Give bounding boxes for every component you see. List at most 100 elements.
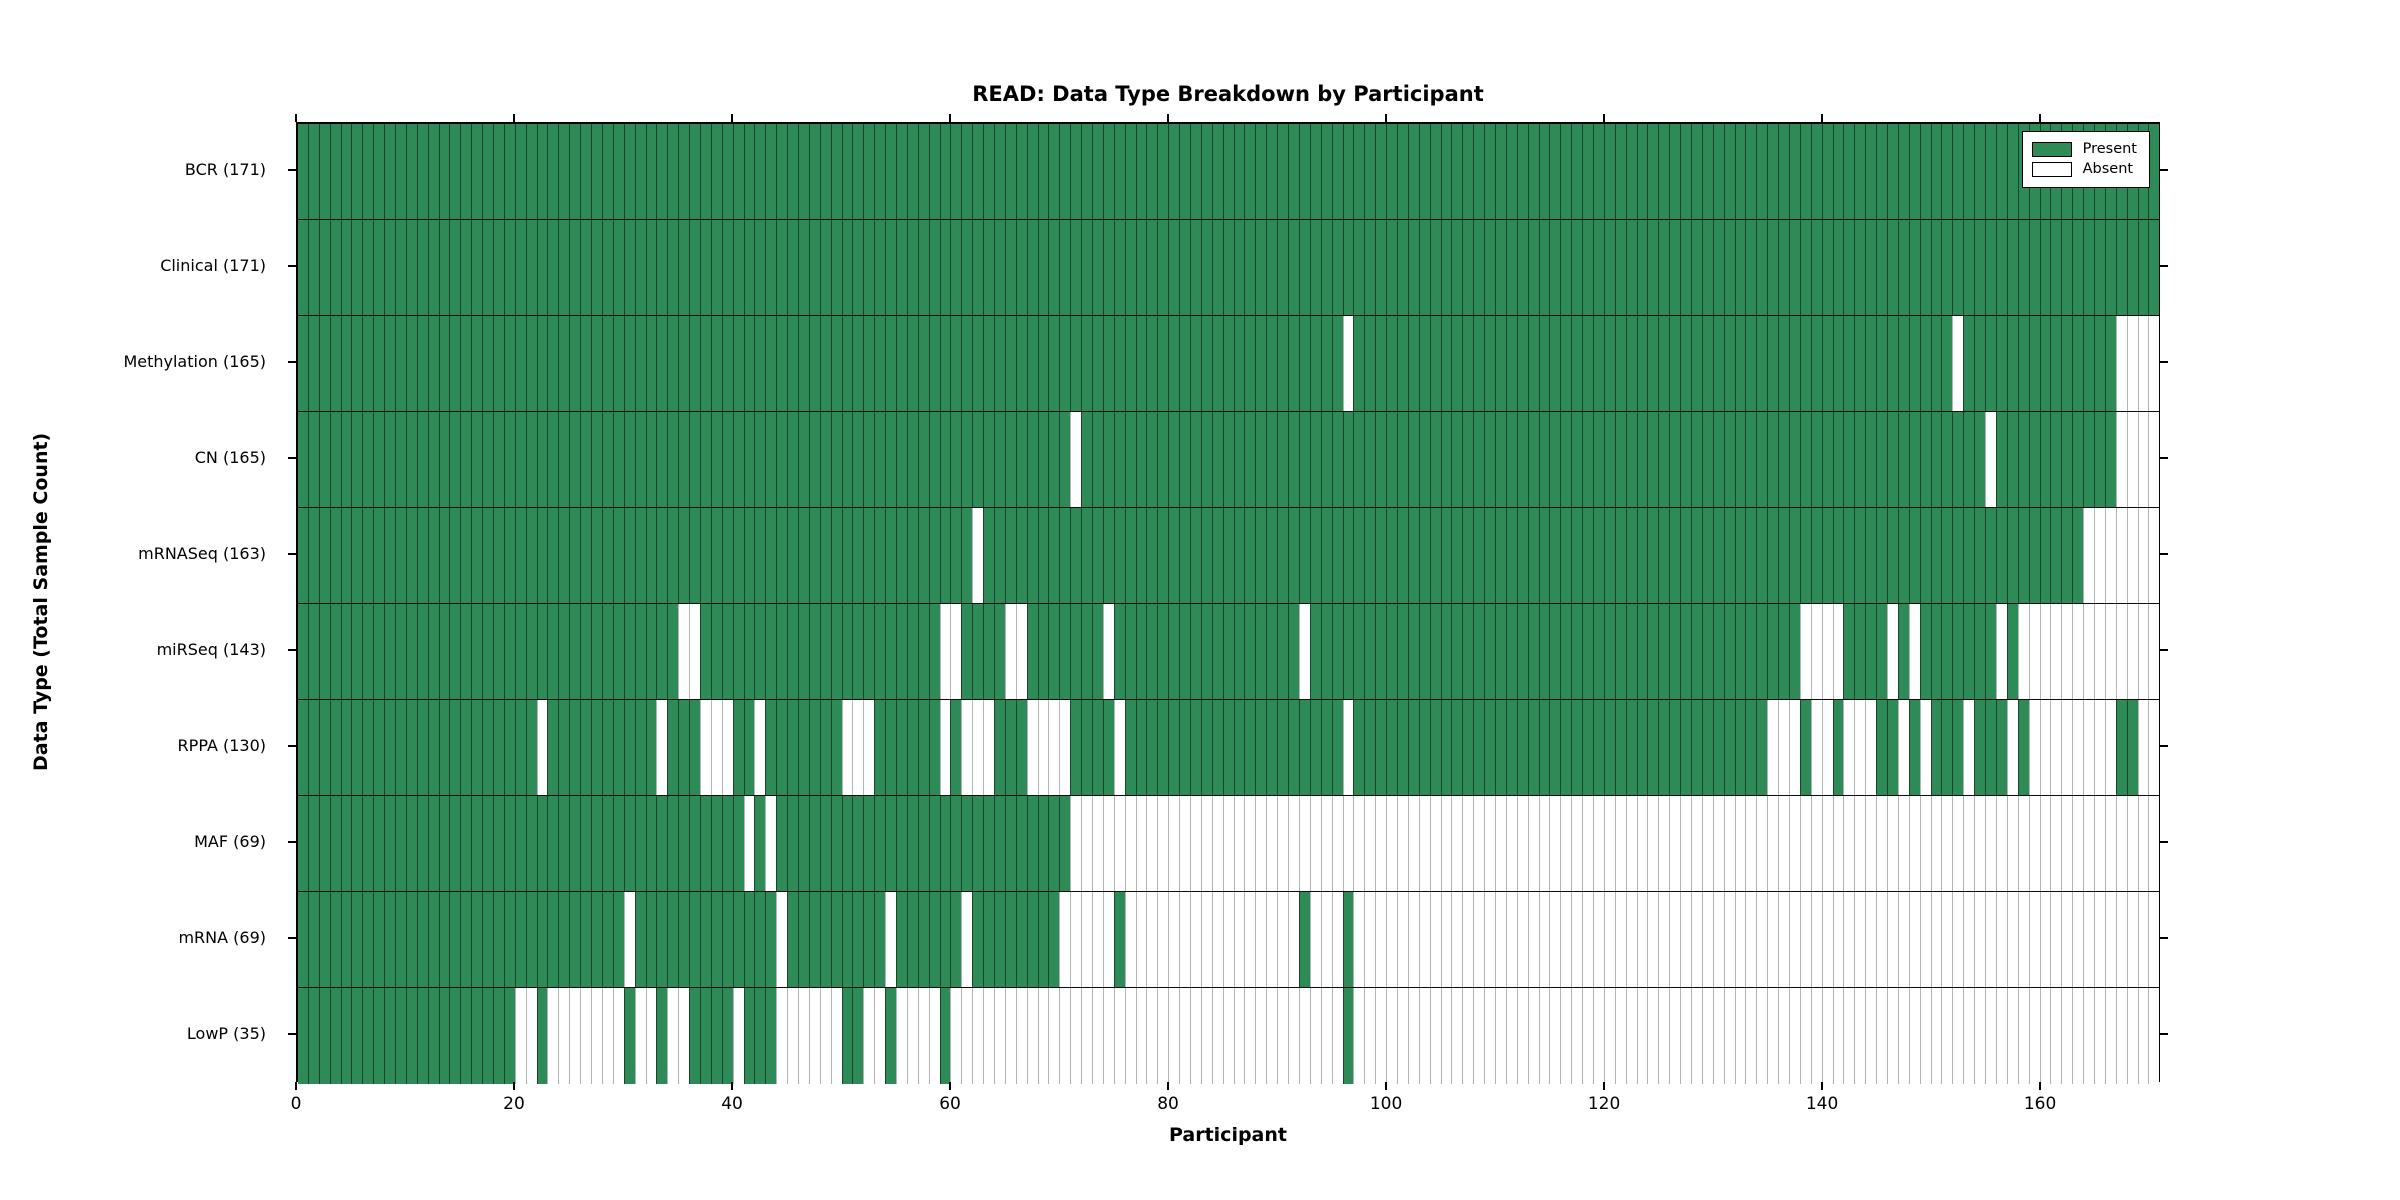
- cell-absent: [2083, 988, 2094, 1084]
- cell-present: [405, 988, 417, 1084]
- cell-present: [416, 220, 428, 315]
- cell-absent: [1353, 796, 1365, 891]
- cell-present: [950, 508, 962, 603]
- cell-present: [874, 892, 886, 987]
- cell-present: [983, 316, 994, 411]
- cell-present: [1669, 316, 1681, 411]
- cell-present: [645, 508, 657, 603]
- cell-present: [1375, 508, 1387, 603]
- cell-present: [961, 124, 973, 219]
- cell-present: [928, 316, 940, 411]
- cell-absent: [1919, 892, 1931, 987]
- cell-present: [1995, 124, 2007, 219]
- cell-present: [1527, 124, 1539, 219]
- cell-present: [384, 124, 396, 219]
- cell-present: [928, 604, 940, 699]
- cell-present: [1538, 508, 1550, 603]
- cell-present: [950, 220, 962, 315]
- cell-absent: [1200, 988, 1212, 1084]
- cell-present: [2017, 316, 2029, 411]
- cell-present: [830, 412, 842, 507]
- cell-present: [340, 700, 352, 795]
- cell-present: [1603, 220, 1615, 315]
- cell-present: [787, 892, 798, 987]
- cell-absent: [2126, 316, 2138, 411]
- cell-present: [1592, 604, 1604, 699]
- cell-present: [1375, 700, 1387, 795]
- cell-present: [830, 604, 842, 699]
- cell-absent: [1843, 988, 1855, 1084]
- cell-present: [536, 508, 548, 603]
- cell-absent: [808, 988, 820, 1084]
- cell-absent: [1451, 892, 1463, 987]
- cell-present: [547, 220, 559, 315]
- cell-present: [1930, 700, 1942, 795]
- cell-present: [558, 796, 570, 891]
- cell-absent: [1789, 700, 1800, 795]
- cell-present: [2050, 508, 2062, 603]
- cell-present: [1625, 412, 1637, 507]
- cell-present: [906, 892, 918, 987]
- cell-present: [362, 124, 374, 219]
- cell-present: [2006, 220, 2018, 315]
- cell-present: [906, 124, 918, 219]
- cell-present: [699, 796, 711, 891]
- cell-absent: [983, 700, 994, 795]
- cell-present: [1200, 412, 1212, 507]
- cell-absent: [1505, 796, 1517, 891]
- cell-present: [1440, 220, 1452, 315]
- cell-present: [1451, 700, 1463, 795]
- cell-absent: [863, 988, 875, 1084]
- cell-present: [416, 124, 428, 219]
- cell-present: [547, 124, 559, 219]
- cell-present: [1669, 220, 1681, 315]
- cell-present: [340, 508, 352, 603]
- cell-present: [623, 796, 635, 891]
- cell-present: [1745, 412, 1757, 507]
- cell-absent: [667, 988, 679, 1084]
- cell-absent: [1494, 796, 1506, 891]
- cell-present: [1985, 220, 1996, 315]
- cell-present: [1636, 412, 1648, 507]
- cell-present: [983, 604, 994, 699]
- cell-absent: [2050, 604, 2062, 699]
- cell-absent: [1288, 988, 1299, 1084]
- cell-present: [1701, 508, 1713, 603]
- cell-present: [493, 796, 504, 891]
- cell-absent: [1647, 796, 1659, 891]
- cell-present: [493, 700, 504, 795]
- cell-present: [1266, 604, 1278, 699]
- cell-present: [1157, 508, 1169, 603]
- cell-present: [1908, 412, 1920, 507]
- cell-present: [1124, 220, 1136, 315]
- cell-present: [1146, 316, 1158, 411]
- cell-present: [1429, 700, 1441, 795]
- cell-absent: [1669, 796, 1681, 891]
- cell-present: [1233, 316, 1245, 411]
- cell-present: [961, 316, 973, 411]
- cell-absent: [1680, 988, 1691, 1084]
- cell-present: [1386, 220, 1397, 315]
- cell-present: [917, 700, 929, 795]
- cell-present: [819, 220, 831, 315]
- cell-present: [1037, 508, 1049, 603]
- cell-present: [318, 604, 330, 699]
- cell-absent: [1952, 316, 1964, 411]
- cell-absent: [1712, 892, 1724, 987]
- cell-present: [928, 124, 940, 219]
- heatmap-row-CN: [298, 412, 2160, 508]
- cell-absent: [1865, 988, 1877, 1084]
- cell-present: [1756, 316, 1768, 411]
- cell-present: [1549, 124, 1561, 219]
- cell-present: [1745, 124, 1757, 219]
- cell-absent: [1625, 988, 1637, 1084]
- cell-present: [416, 316, 428, 411]
- cell-absent: [1941, 988, 1953, 1084]
- cell-present: [710, 892, 722, 987]
- cell-present: [1625, 508, 1637, 603]
- cell-present: [972, 892, 984, 987]
- cell-present: [1407, 316, 1419, 411]
- cell-present: [808, 316, 820, 411]
- cell-absent: [1636, 796, 1648, 891]
- cell-absent: [1963, 700, 1975, 795]
